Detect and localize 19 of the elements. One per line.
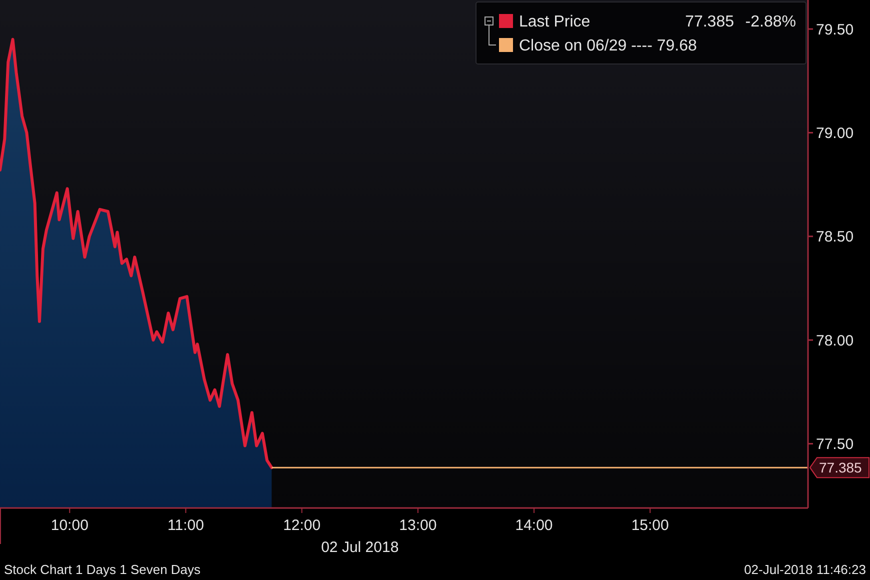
y-tick-label: 79.50 [816,21,854,38]
x-tick-label: 13:00 [399,517,437,534]
x-tick-label: 12:00 [283,517,321,534]
x-axis-title: 02 Jul 2018 [321,539,399,556]
annotation: 77.385 [685,14,734,31]
x-tick-label: 10:00 [50,517,88,534]
annotation: Close on 06/29 ---- 79.68 [519,38,697,55]
x-tick-label: 14:00 [515,517,553,534]
y-tick-label: 78.00 [816,332,854,350]
y-tick-label: 79.00 [816,124,854,142]
y-tick-label: 78.50 [816,228,854,246]
text: Stock Chart 1 Days 1 Seven Days [4,562,202,577]
text: 02-Jul-2018 11:46:23 [744,562,866,577]
ref-line-label: 77.385 [819,459,862,476]
legend-label: Last Price [519,14,590,31]
x-tick-label: 15:00 [631,517,669,534]
x-tick-label: 11:00 [168,517,204,534]
annotation: -2.88% [745,14,796,31]
y-tick-label: 77.50 [816,436,854,453]
